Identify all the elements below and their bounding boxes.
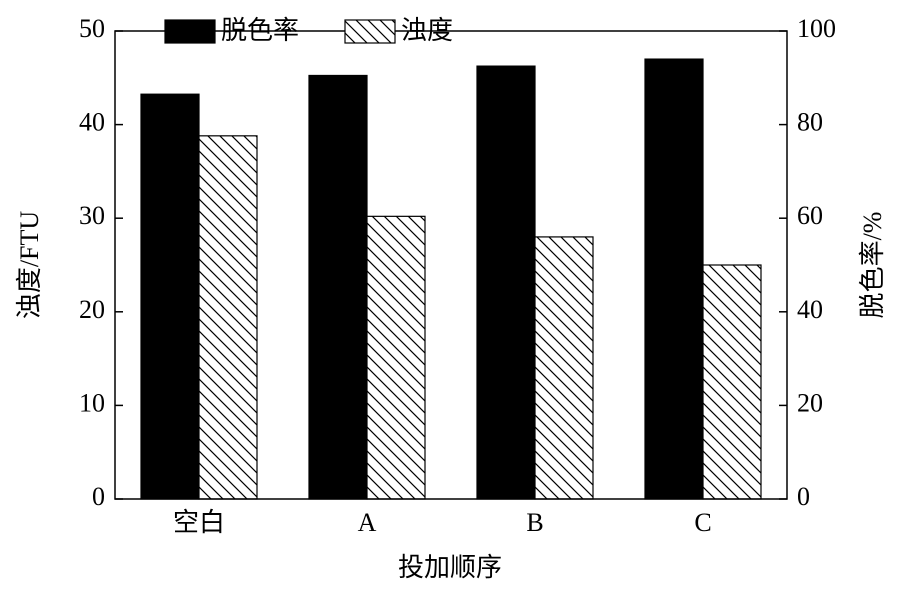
y2-tick-label: 80 <box>797 108 823 137</box>
legend-swatch <box>164 19 216 44</box>
y2-tick-label: 60 <box>797 201 823 230</box>
legend-swatch <box>344 19 396 44</box>
x-tick-label: A <box>358 508 377 537</box>
y-tick-label: 20 <box>79 295 105 324</box>
y2-tick-label: 100 <box>797 14 836 43</box>
bar <box>702 264 762 500</box>
y-tick-label: 30 <box>79 201 105 230</box>
x-tick-label: B <box>526 508 543 537</box>
y-tick-label: 0 <box>92 482 105 511</box>
bar <box>366 215 426 500</box>
y-tick-label: 50 <box>79 14 105 43</box>
x-axis-label: 投加顺序 <box>398 553 502 582</box>
bar <box>644 58 704 500</box>
y2-tick-label: 0 <box>797 482 810 511</box>
x-tick-label: C <box>694 508 711 537</box>
y2-tick-label: 40 <box>797 295 823 324</box>
bar <box>198 135 258 500</box>
y2-axis-label: 脱色率/% <box>858 212 887 319</box>
y-axis-label: 浊度/FTU <box>15 211 44 320</box>
legend-label: 脱色率 <box>221 16 299 45</box>
bar <box>476 65 536 500</box>
legend-label: 浊度 <box>401 16 453 45</box>
bar <box>534 236 594 500</box>
bar <box>308 74 368 500</box>
y-tick-label: 10 <box>79 388 105 417</box>
plot-frame <box>114 30 788 500</box>
x-tick-label: 空白 <box>173 508 225 537</box>
bar <box>140 93 200 500</box>
y2-tick-label: 20 <box>797 388 823 417</box>
y-tick-label: 40 <box>79 108 105 137</box>
